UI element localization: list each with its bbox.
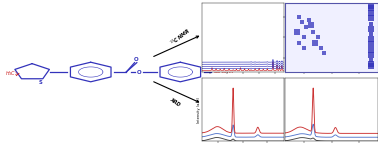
Point (321, 52, 327, 54)
Text: S: S (39, 80, 42, 85)
Point (303, 26, 309, 28)
Point (293, 31, 299, 33)
Text: O: O (134, 57, 139, 62)
Point (367, 22, 373, 25)
Point (296, 16, 302, 18)
Point (367, 49, 373, 51)
Point (367, 38, 373, 40)
Text: O: O (136, 70, 141, 74)
Point (315, 36, 321, 39)
Text: $^{13}$C NMR: $^{13}$C NMR (168, 26, 193, 48)
Point (318, 47, 324, 49)
Point (308, 24, 314, 26)
Point (367, 58, 373, 61)
Text: $OC_{10}H_{21}$: $OC_{10}H_{21}$ (213, 68, 235, 76)
Point (367, 28, 373, 30)
Point (367, 65, 373, 68)
Point (367, 7, 373, 10)
Point (296, 42, 302, 44)
Point (367, 4, 373, 7)
Point (310, 31, 316, 33)
Text: $H_3C_2$: $H_3C_2$ (5, 69, 18, 78)
Point (367, 62, 373, 65)
Point (367, 54, 373, 56)
Y-axis label: Intensity (a.u.): Intensity (a.u.) (197, 96, 201, 123)
Point (367, 33, 373, 35)
Point (299, 21, 305, 23)
Point (367, 12, 373, 14)
Point (367, 43, 373, 46)
Point (305, 19, 311, 21)
Point (301, 47, 307, 49)
Point (312, 42, 318, 44)
Point (367, 17, 373, 19)
Text: XRD: XRD (168, 97, 181, 108)
Point (301, 36, 307, 39)
